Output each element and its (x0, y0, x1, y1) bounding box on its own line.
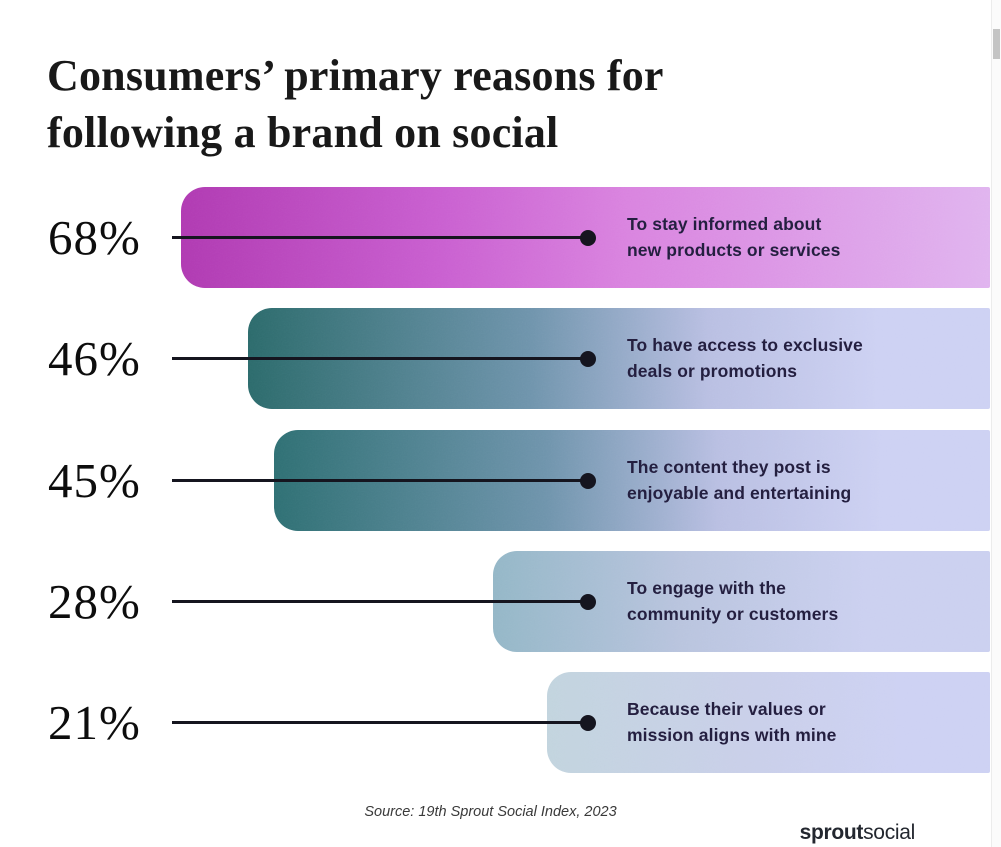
sprout-social-logo: sproutsocial (799, 821, 916, 845)
bar-row-enjoyable-content: 45% The content they post is enjoyable a… (0, 430, 1001, 531)
category-label-line2: enjoyable and entertaining (627, 482, 852, 503)
chart-title-line1: Consumers’ primary reasons for (47, 51, 664, 101)
vertical-scrollbar-thumb[interactable] (993, 29, 1000, 59)
value-label: 68% (48, 210, 141, 265)
leader-dot (580, 350, 596, 367)
logo-text-light: social (863, 821, 915, 844)
bar-row-engage-community: 28% To engage with the community or cust… (0, 551, 1001, 652)
value-label: 45% (48, 453, 141, 508)
chart-title-line2: following a brand on social (47, 108, 559, 158)
category-label-line1: The content they post is (627, 457, 831, 477)
category-label: To have access to exclusive deals or pro… (627, 308, 863, 409)
category-label-line1: To stay informed about (627, 214, 822, 234)
leader-line (172, 600, 581, 603)
source-note: Source: 19th Sprout Social Index, 2023 (364, 804, 617, 820)
bar-row-values-mission: 21% Because their values or mission alig… (0, 672, 1001, 773)
logo-text-bold: sprout (799, 821, 864, 844)
bar-row-exclusive-deals: 46% To have access to exclusive deals or… (0, 308, 1001, 409)
category-label-line2: new products or services (627, 239, 841, 260)
leader-dot (580, 472, 596, 489)
leader-dot (580, 229, 596, 246)
leader-line (172, 721, 581, 724)
leader-line (172, 236, 581, 239)
category-label-line1: To engage with the (627, 578, 786, 598)
category-label-line2: deals or promotions (627, 360, 798, 381)
grain-texture (547, 672, 990, 773)
category-label-line2: community or customers (627, 603, 839, 624)
bar-fill-21 (547, 672, 990, 773)
category-label-line1: To have access to exclusive (627, 335, 863, 355)
category-label: To stay informed about new products or s… (627, 187, 840, 288)
category-label: The content they post is enjoyable and e… (627, 430, 851, 531)
category-label: To engage with the community or customer… (627, 551, 838, 652)
value-label: 28% (48, 574, 141, 629)
value-label: 21% (48, 695, 141, 750)
leader-line (172, 479, 581, 482)
vertical-scrollbar-track[interactable] (991, 0, 1001, 847)
chart-title: Consumers’ primary reasons for following… (47, 47, 664, 161)
leader-line (172, 357, 581, 360)
category-label-line2: mission aligns with mine (627, 724, 837, 745)
bar-row-stay-informed: 68% To stay informed about new products … (0, 187, 1001, 288)
category-label-line1: Because their values or (627, 699, 826, 719)
value-label: 46% (48, 331, 141, 386)
leader-dot (580, 593, 596, 610)
category-label: Because their values or mission aligns w… (627, 672, 837, 773)
leader-dot (580, 714, 596, 731)
